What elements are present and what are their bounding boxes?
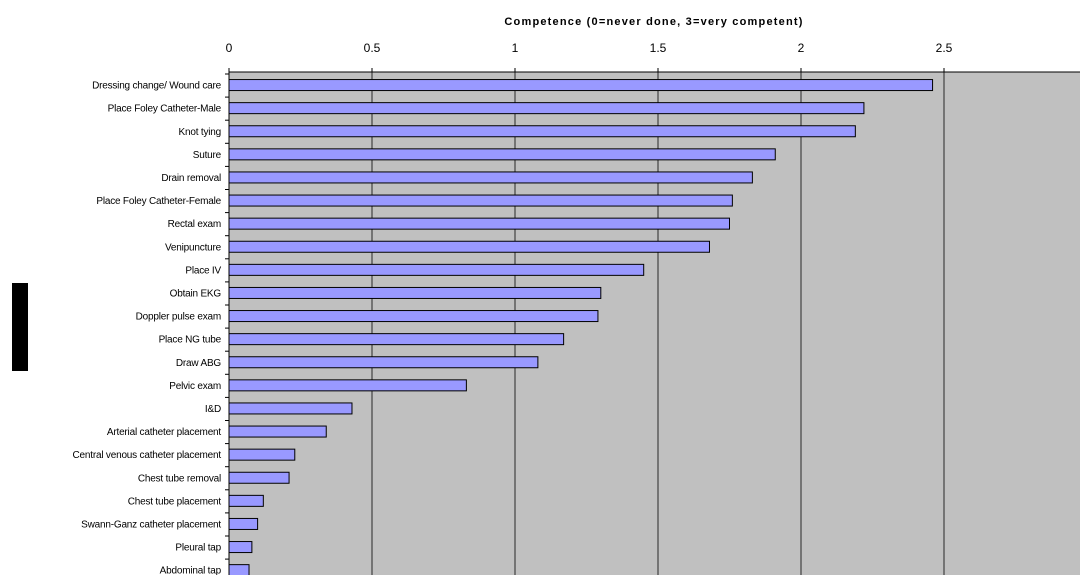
bar — [228, 240, 710, 253]
bar — [228, 494, 264, 507]
x-tick-label: 0 — [226, 41, 233, 55]
y-tick-label: Swann-Ganz catheter placement — [81, 519, 221, 530]
black-side-tab — [12, 283, 28, 371]
x-tick-label: 1.5 — [650, 41, 667, 55]
plot-area — [225, 68, 1080, 575]
bar — [228, 125, 856, 138]
y-tick-label: Suture — [193, 150, 222, 161]
y-tick-label: Draw ABG — [176, 358, 222, 369]
bar — [228, 564, 250, 575]
y-tick-label: Doppler pulse exam — [136, 312, 221, 323]
y-tick-label: Chest tube placement — [128, 496, 222, 507]
bar — [228, 171, 753, 184]
x-tick-label: 1 — [512, 41, 519, 55]
y-tick-label: Abdominal tap — [160, 566, 222, 575]
bar — [228, 333, 565, 346]
y-tick-label: Knot tying — [179, 127, 221, 138]
bar — [228, 448, 296, 461]
bar — [228, 402, 353, 415]
y-tick-label: Place Foley Catheter-Male — [108, 104, 222, 115]
y-tick-label: Place IV — [185, 265, 221, 276]
y-tick-label: Pelvic exam — [169, 381, 221, 392]
y-tick-label: Rectal exam — [168, 219, 221, 230]
bar — [228, 541, 253, 554]
bar — [228, 356, 539, 369]
x-axis-title: Competence (0=never done, 3=very compete… — [504, 16, 803, 28]
bar — [228, 425, 327, 438]
bar — [228, 517, 259, 530]
bar — [228, 471, 290, 484]
y-tick-label: Arterial catheter placement — [107, 427, 222, 438]
y-tick-label: Central venous catheter placement — [73, 450, 222, 461]
bar — [228, 310, 599, 323]
y-tick-label: Chest tube removal — [138, 473, 221, 484]
bar — [228, 217, 730, 230]
y-tick-label: Pleural tap — [175, 543, 221, 554]
y-tick-label: Obtain EKG — [170, 288, 222, 299]
x-tick-label: 0.5 — [364, 41, 381, 55]
bar — [228, 148, 776, 161]
bar — [228, 79, 934, 92]
y-tick-label: Place Foley Catheter-Female — [96, 196, 221, 207]
y-tick-label: Dressing change/ Wound care — [92, 81, 222, 92]
y-tick-label: Drain removal — [161, 173, 221, 184]
y-tick-label: Venipuncture — [165, 242, 222, 253]
bar — [228, 379, 467, 392]
bar — [228, 194, 733, 207]
bar — [228, 263, 645, 276]
bar — [228, 286, 602, 299]
bar — [228, 102, 865, 115]
y-tick-label: I&D — [205, 404, 221, 415]
x-tick-label: 2.5 — [936, 41, 953, 55]
plot-background — [229, 72, 1080, 575]
y-tick-label: Place NG tube — [159, 335, 222, 346]
x-tick-label: 2 — [798, 41, 805, 55]
